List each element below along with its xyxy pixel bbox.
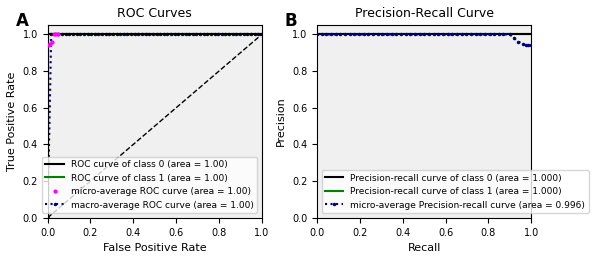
ROC curve of class 0 (area = 1.00) bbox=[44, 33, 51, 36]
micro-average Precision-recall curve (area = 0.996) bbox=[425, 33, 432, 36]
macro-average ROC curve (area = 1.00) bbox=[182, 33, 189, 36]
micro-average Precision-recall curve (area = 0.996) bbox=[351, 33, 358, 36]
micro-average ROC curve (area = 1.00) bbox=[50, 33, 58, 36]
micro-average Precision-recall curve (area = 0.996) bbox=[528, 44, 535, 47]
Title: ROC Curves: ROC Curves bbox=[117, 7, 192, 20]
micro-average Precision-recall curve (area = 0.996) bbox=[355, 33, 362, 36]
micro-average Precision-recall curve (area = 0.996) bbox=[346, 33, 353, 36]
micro-average Precision-recall curve (area = 0.996) bbox=[370, 33, 377, 36]
ROC curve of class 1 (area = 1.00) bbox=[258, 33, 265, 36]
micro-average Precision-recall curve (area = 0.996) bbox=[402, 33, 409, 36]
micro-average Precision-recall curve (area = 0.996) bbox=[328, 33, 335, 36]
micro-average Precision-recall curve (area = 0.996) bbox=[313, 33, 320, 36]
micro-average Precision-recall curve (area = 0.996) bbox=[416, 33, 423, 36]
micro-average Precision-recall curve (area = 0.996) bbox=[495, 33, 503, 36]
micro-average ROC curve (area = 1.00) bbox=[44, 44, 51, 47]
micro-average Precision-recall curve (area = 0.996) bbox=[374, 33, 382, 36]
X-axis label: False Positive Rate: False Positive Rate bbox=[103, 243, 207, 253]
micro-average ROC curve (area = 1.00) bbox=[53, 33, 60, 36]
micro-average Precision-recall curve (area = 0.996) bbox=[500, 33, 507, 36]
micro-average Precision-recall curve (area = 0.996) bbox=[360, 33, 367, 36]
micro-average Precision-recall curve (area = 0.996) bbox=[453, 33, 461, 36]
micro-average Precision-recall curve (area = 0.996) bbox=[449, 33, 456, 36]
micro-average Precision-recall curve (area = 0.996) bbox=[332, 33, 339, 36]
micro-average Precision-recall curve (area = 0.996) bbox=[510, 37, 518, 40]
micro-average Precision-recall curve (area = 0.996) bbox=[524, 44, 531, 47]
macro-average ROC curve (area = 1.00) bbox=[117, 33, 124, 36]
micro-average ROC curve (area = 1.00) bbox=[49, 40, 56, 43]
micro-average Precision-recall curve (area = 0.996) bbox=[491, 33, 498, 36]
Y-axis label: True Positive Rate: True Positive Rate bbox=[7, 72, 17, 171]
Legend: ROC curve of class 0 (area = 1.00), ROC curve of class 1 (area = 1.00), micro-av: ROC curve of class 0 (area = 1.00), ROC … bbox=[42, 157, 257, 213]
micro-average Precision-recall curve (area = 0.996) bbox=[407, 33, 414, 36]
micro-average Precision-recall curve (area = 0.996) bbox=[477, 33, 484, 36]
micro-average Precision-recall curve (area = 0.996) bbox=[379, 33, 386, 36]
ROC curve of class 0 (area = 1.00) bbox=[44, 216, 51, 219]
Legend: Precision-recall curve of class 0 (area = 1.000), Precision-recall curve of clas: Precision-recall curve of class 0 (area … bbox=[322, 170, 589, 213]
Y-axis label: Precision: Precision bbox=[276, 97, 286, 146]
macro-average ROC curve (area = 1.00) bbox=[258, 33, 265, 36]
micro-average Precision-recall curve (area = 0.996) bbox=[412, 33, 419, 36]
Line: ROC curve of class 1 (area = 1.00): ROC curve of class 1 (area = 1.00) bbox=[47, 34, 262, 218]
micro-average Precision-recall curve (area = 0.996) bbox=[337, 33, 344, 36]
Line: ROC curve of class 0 (area = 1.00): ROC curve of class 0 (area = 1.00) bbox=[47, 34, 262, 218]
ROC curve of class 1 (area = 1.00) bbox=[44, 33, 51, 36]
micro-average Precision-recall curve (area = 0.996) bbox=[522, 44, 530, 47]
micro-average Precision-recall curve (area = 0.996) bbox=[482, 33, 489, 36]
micro-average Precision-recall curve (area = 0.996) bbox=[318, 33, 325, 36]
micro-average Precision-recall curve (area = 0.996) bbox=[519, 42, 526, 45]
macro-average ROC curve (area = 1.00) bbox=[44, 216, 51, 219]
micro-average Precision-recall curve (area = 0.996) bbox=[444, 33, 451, 36]
Title: Precision-Recall Curve: Precision-Recall Curve bbox=[355, 7, 494, 20]
micro-average Precision-recall curve (area = 0.996) bbox=[467, 33, 474, 36]
Line: micro-average Precision-recall curve (area = 0.996): micro-average Precision-recall curve (ar… bbox=[315, 32, 533, 48]
micro-average Precision-recall curve (area = 0.996) bbox=[397, 33, 404, 36]
micro-average Precision-recall curve (area = 0.996) bbox=[440, 33, 447, 36]
Line: macro-average ROC curve (area = 1.00): macro-average ROC curve (area = 1.00) bbox=[46, 32, 264, 220]
ROC curve of class 0 (area = 1.00) bbox=[258, 33, 265, 36]
micro-average Precision-recall curve (area = 0.996) bbox=[430, 33, 437, 36]
micro-average Precision-recall curve (area = 0.996) bbox=[458, 33, 465, 36]
Line: micro-average ROC curve (area = 1.00): micro-average ROC curve (area = 1.00) bbox=[45, 32, 61, 48]
micro-average Precision-recall curve (area = 0.996) bbox=[472, 33, 479, 36]
micro-average Precision-recall curve (area = 0.996) bbox=[388, 33, 395, 36]
macro-average ROC curve (area = 1.00) bbox=[120, 33, 128, 36]
macro-average ROC curve (area = 1.00) bbox=[84, 33, 91, 36]
Text: B: B bbox=[285, 12, 298, 30]
macro-average ROC curve (area = 1.00) bbox=[102, 33, 109, 36]
micro-average Precision-recall curve (area = 0.996) bbox=[435, 33, 442, 36]
micro-average Precision-recall curve (area = 0.996) bbox=[365, 33, 372, 36]
micro-average Precision-recall curve (area = 0.996) bbox=[420, 33, 428, 36]
Text: A: A bbox=[16, 12, 28, 30]
macro-average ROC curve (area = 1.00) bbox=[48, 33, 55, 36]
micro-average Precision-recall curve (area = 0.996) bbox=[341, 33, 349, 36]
ROC curve of class 1 (area = 1.00) bbox=[44, 216, 51, 219]
micro-average Precision-recall curve (area = 0.996) bbox=[393, 33, 400, 36]
micro-average ROC curve (area = 1.00) bbox=[46, 42, 53, 45]
X-axis label: Recall: Recall bbox=[407, 243, 441, 253]
micro-average Precision-recall curve (area = 0.996) bbox=[486, 33, 494, 36]
micro-average Precision-recall curve (area = 0.996) bbox=[323, 33, 330, 36]
micro-average Precision-recall curve (area = 0.996) bbox=[506, 33, 513, 36]
micro-average Precision-recall curve (area = 0.996) bbox=[383, 33, 391, 36]
micro-average Precision-recall curve (area = 0.996) bbox=[463, 33, 470, 36]
micro-average ROC curve (area = 1.00) bbox=[55, 33, 62, 36]
micro-average Precision-recall curve (area = 0.996) bbox=[515, 40, 522, 43]
macro-average ROC curve (area = 1.00) bbox=[110, 33, 117, 36]
